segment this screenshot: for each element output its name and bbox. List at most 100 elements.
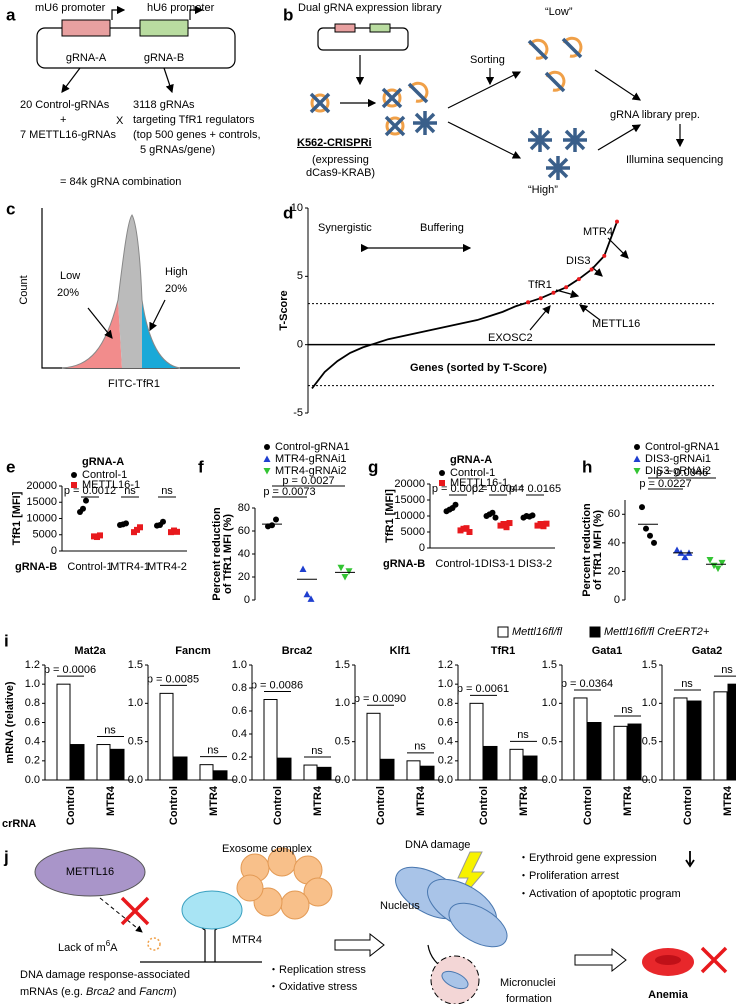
bar — [159, 692, 174, 781]
point — [463, 525, 470, 532]
point — [299, 565, 307, 572]
point — [466, 529, 473, 535]
x-tick-label: DIS3-2 — [518, 558, 552, 570]
p-value: ns — [161, 485, 173, 497]
bar — [687, 700, 702, 781]
cell — [561, 36, 583, 59]
p-value: p = 0.0227 — [639, 478, 691, 490]
point — [639, 504, 645, 511]
point — [303, 590, 311, 598]
x-tick-label: MTR4 — [518, 785, 530, 816]
y-tick-label: 0.8 — [232, 682, 247, 694]
x-tick-label: Control-1 — [435, 558, 480, 570]
point — [643, 525, 649, 532]
cell — [544, 70, 566, 93]
p-value: p = 0.0002 — [432, 483, 484, 495]
label: ・Activation of apoptotic program — [518, 888, 681, 900]
bar — [420, 765, 435, 781]
y-tick-label: 80 — [238, 502, 250, 514]
facet-title: Brca2 — [282, 645, 313, 657]
y-tick-label: 0.0 — [232, 774, 247, 786]
p-value: ns — [104, 724, 116, 736]
bar — [303, 764, 318, 781]
legend-label: DIS3-gRNAi2 — [645, 465, 711, 477]
hit-point — [526, 300, 531, 305]
point — [273, 516, 279, 523]
point — [489, 509, 496, 516]
panel-label: e — [6, 457, 15, 476]
y-tick-label: 0.0 — [128, 774, 143, 786]
bar — [56, 683, 71, 781]
x-tick-label: Control — [65, 786, 77, 825]
y-axis-label: TfR1 [MFI] — [384, 489, 396, 543]
legend-label: Control-1 — [82, 469, 127, 481]
legend-label: Mettl16fl/fl CreERT2+ — [604, 626, 710, 638]
x-tick-label: MTR4-2 — [147, 561, 187, 573]
y-tick-label: -5 — [293, 407, 303, 419]
y-tick-label: 40 — [238, 548, 250, 560]
point — [160, 518, 166, 525]
y-tick-label: 0 — [51, 545, 57, 557]
legend-title: gRNA-A — [82, 456, 124, 468]
label: Sorting — [470, 54, 505, 66]
legend-label: METTL16-1 — [82, 479, 140, 491]
facet-title: TfR1 — [491, 645, 515, 657]
x-tick-label: MTR4 — [105, 785, 117, 816]
point — [529, 512, 536, 519]
label: 20 Control-gRNAs — [20, 99, 110, 111]
x-tick-label: MTR4-1 — [110, 561, 150, 573]
bar — [263, 699, 278, 781]
label: “High” — [528, 184, 558, 196]
y-tick-label: 1.0 — [642, 697, 657, 709]
label: ・Replication stress — [268, 964, 366, 976]
x-tick-label: MTR4 — [312, 785, 324, 816]
annotation: MTR4 — [583, 226, 613, 238]
point — [83, 497, 89, 504]
y-tick-label: 0.4 — [25, 736, 40, 748]
bar — [587, 722, 602, 781]
y-tick-label: 0.0 — [25, 774, 40, 786]
big-arrow — [574, 947, 627, 973]
point — [439, 470, 445, 476]
y-tick-label: 0 — [244, 594, 250, 606]
label: ・Erythroid gene expression — [518, 852, 657, 864]
legend-label: Control-gRNA1 — [275, 441, 350, 453]
y-tick-label: 1.0 — [232, 659, 247, 671]
facet-title: Gata1 — [592, 645, 623, 657]
arrow — [607, 237, 629, 259]
y-tick-label: 0.5 — [128, 736, 143, 748]
bar — [199, 764, 214, 781]
bar — [213, 770, 228, 781]
y-tick-label: 0 — [419, 542, 425, 554]
label: K562-CRISPRi — [297, 137, 372, 149]
point — [80, 505, 86, 512]
annotation: DIS3 — [566, 255, 590, 267]
p-value: ns — [517, 729, 529, 741]
cell — [407, 81, 429, 104]
label: Illumina sequencing — [626, 154, 723, 166]
x-tick-label: MTR4 — [722, 785, 734, 816]
bar — [483, 745, 498, 781]
label: MTR4 — [232, 934, 262, 946]
legend-label: METTL16-1 — [450, 477, 508, 489]
hit-point — [564, 285, 569, 290]
arrow — [597, 124, 642, 151]
y-tick-label: 0.0 — [438, 774, 453, 786]
x-axis-label: crRNA — [2, 818, 36, 830]
bar — [469, 702, 484, 781]
p-value: p = 0.0061 — [457, 683, 509, 695]
point — [506, 520, 513, 527]
cassette-b — [369, 23, 391, 33]
y-tick-label: 0.5 — [642, 736, 657, 748]
y-tick-label: 0.4 — [438, 736, 453, 748]
y-tick-label: 0.0 — [642, 774, 657, 786]
arrow — [149, 299, 166, 332]
panel-label: j — [3, 847, 9, 866]
x-tick-label: MTR4 — [208, 785, 220, 816]
mettl16 — [34, 847, 146, 897]
p-value: ns — [207, 745, 219, 757]
y-axis-label: Percent reduction — [581, 503, 593, 597]
exosome — [236, 847, 333, 920]
label: gRNA library prep. — [610, 109, 700, 121]
y-tick-label: 0.6 — [232, 705, 247, 717]
